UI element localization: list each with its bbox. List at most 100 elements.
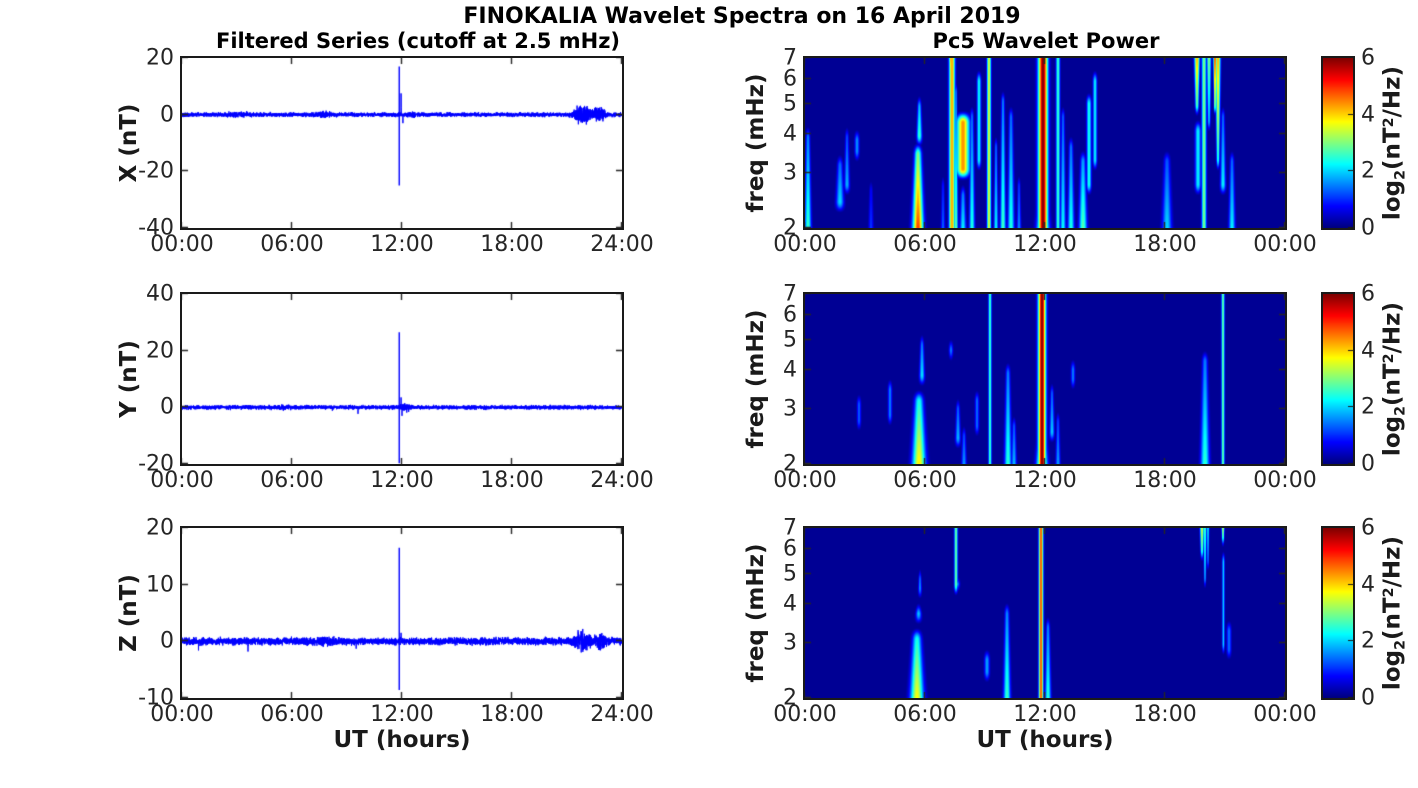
freq-tick-label: 4: [783, 357, 797, 383]
freq-tick-label: 5: [783, 91, 797, 117]
colorbar-tick-label: 6: [1361, 45, 1375, 71]
x-tick-label: 12:00: [1013, 468, 1077, 493]
colorbar-tick-label: 0: [1361, 451, 1375, 477]
freq-tick-label: 4: [783, 121, 797, 147]
x-tick-label: 06:00: [260, 702, 324, 727]
colorbar-z: [1321, 526, 1355, 700]
colorbar-tick-label: 4: [1361, 338, 1375, 364]
colorbar-tick-label: 0: [1361, 685, 1375, 711]
figure-title: FINOKALIA Wavelet Spectra on 16 April 20…: [463, 4, 1021, 29]
freq-tick-label: 3: [783, 396, 797, 422]
left-column-title: Filtered Series (cutoff at 2.5 mHz): [215, 29, 621, 53]
colorbar-label-text: /Hz): [1379, 301, 1406, 354]
ylabel-freq-1: freq (mHz): [743, 73, 769, 213]
x-tick-label: 18:00: [1133, 232, 1197, 257]
x-tick-label: 12:00: [370, 702, 434, 727]
ylabel-freq-2: freq (mHz): [743, 309, 769, 449]
x-tick-label: 18:00: [480, 468, 544, 493]
x-tick-label: 00:00: [773, 468, 837, 493]
panel-series-y: [180, 292, 624, 466]
colorbar-label-text: log: [1379, 179, 1406, 221]
x-tick-label: 18:00: [1133, 468, 1197, 493]
colorbar-label-z: log2(nT2/Hz): [1380, 536, 1409, 690]
freq-tick-label: 7: [783, 515, 797, 541]
freq-tick-label: 3: [783, 630, 797, 656]
y-tick-label: 40: [146, 281, 174, 307]
freq-tick-label: 6: [783, 66, 797, 92]
colorbar-label-sub: 2: [1392, 169, 1409, 180]
x-tick-label: 00:00: [150, 702, 214, 727]
x-tick-label: 00:00: [1253, 232, 1317, 257]
x-tick-label: 00:00: [150, 468, 214, 493]
panel-wavelet-x: [803, 56, 1287, 230]
y-tick-label: 0: [160, 102, 174, 128]
freq-tick-label: 2: [783, 451, 797, 477]
colorbar-tick-label: 0: [1361, 215, 1375, 241]
colorbar-label-sup: 2: [1381, 587, 1398, 598]
x-tick-label: 18:00: [480, 702, 544, 727]
y-tick-label: 0: [160, 628, 174, 654]
x-tick-label: 24:00: [590, 468, 654, 493]
right-column-title: Pc5 Wavelet Power: [932, 29, 1160, 53]
x-tick-label: 00:00: [773, 232, 837, 257]
ylabel-z-nt: Z (nT): [116, 574, 142, 652]
freq-tick-label: 6: [783, 302, 797, 328]
colorbar-tick-label: 6: [1361, 515, 1375, 541]
x-tick-label: 12:00: [1013, 702, 1077, 727]
x-tick-label: 24:00: [590, 702, 654, 727]
y-tick-label: 0: [160, 394, 174, 420]
series-z-plot: [182, 528, 622, 698]
series-x-plot: [182, 58, 622, 228]
colorbar-x: [1321, 56, 1355, 230]
y-tick-label: -20: [138, 158, 174, 184]
x-tick-label: 06:00: [893, 468, 957, 493]
colorbar-label-text: (nT: [1379, 363, 1406, 406]
wavelet-z-heatmap: [805, 528, 1285, 698]
colorbar-tick-label: 2: [1361, 158, 1375, 184]
colorbar-z-gradient: [1323, 528, 1353, 698]
colorbar-label-text: /Hz): [1379, 535, 1406, 588]
y-tick-label: -20: [138, 451, 174, 477]
y-tick-label: -10: [138, 685, 174, 711]
xlabel-left: UT (hours): [333, 727, 471, 753]
colorbar-label-text: (nT: [1379, 597, 1406, 640]
ylabel-freq-3: freq (mHz): [743, 543, 769, 683]
colorbar-y-gradient: [1323, 294, 1353, 464]
colorbar-label-x: log2(nT2/Hz): [1380, 66, 1409, 220]
wavelet-y-heatmap: [805, 294, 1285, 464]
y-tick-label: 20: [146, 338, 174, 364]
x-tick-label: 12:00: [1013, 232, 1077, 257]
colorbar-x-gradient: [1323, 58, 1353, 228]
colorbar-tick-label: 4: [1361, 572, 1375, 598]
x-tick-label: 00:00: [150, 232, 214, 257]
colorbar-tick-label: 6: [1361, 281, 1375, 307]
x-tick-label: 18:00: [1133, 702, 1197, 727]
x-tick-label: 06:00: [260, 468, 324, 493]
ylabel-y-nt: Y (nT): [116, 340, 142, 418]
x-tick-label: 06:00: [893, 702, 957, 727]
colorbar-tick-label: 2: [1361, 394, 1375, 420]
colorbar-label-text: log: [1379, 649, 1406, 691]
panel-series-x: [180, 56, 624, 230]
y-tick-label: 20: [146, 45, 174, 71]
freq-tick-label: 5: [783, 327, 797, 353]
x-tick-label: 12:00: [370, 232, 434, 257]
y-tick-label: -40: [138, 215, 174, 241]
x-tick-label: 18:00: [480, 232, 544, 257]
series-y-plot: [182, 294, 622, 464]
y-tick-label: 10: [146, 572, 174, 598]
x-tick-label: 06:00: [893, 232, 957, 257]
x-tick-label: 00:00: [773, 702, 837, 727]
x-tick-label: 24:00: [590, 232, 654, 257]
colorbar-tick-label: 4: [1361, 102, 1375, 128]
freq-tick-label: 4: [783, 591, 797, 617]
freq-tick-label: 7: [783, 281, 797, 307]
xlabel-right: UT (hours): [976, 727, 1114, 753]
panel-wavelet-z: [803, 526, 1287, 700]
panel-wavelet-y: [803, 292, 1287, 466]
colorbar-label-text: (nT: [1379, 127, 1406, 170]
colorbar-y: [1321, 292, 1355, 466]
y-tick-label: 20: [146, 515, 174, 541]
x-tick-label: 06:00: [260, 232, 324, 257]
